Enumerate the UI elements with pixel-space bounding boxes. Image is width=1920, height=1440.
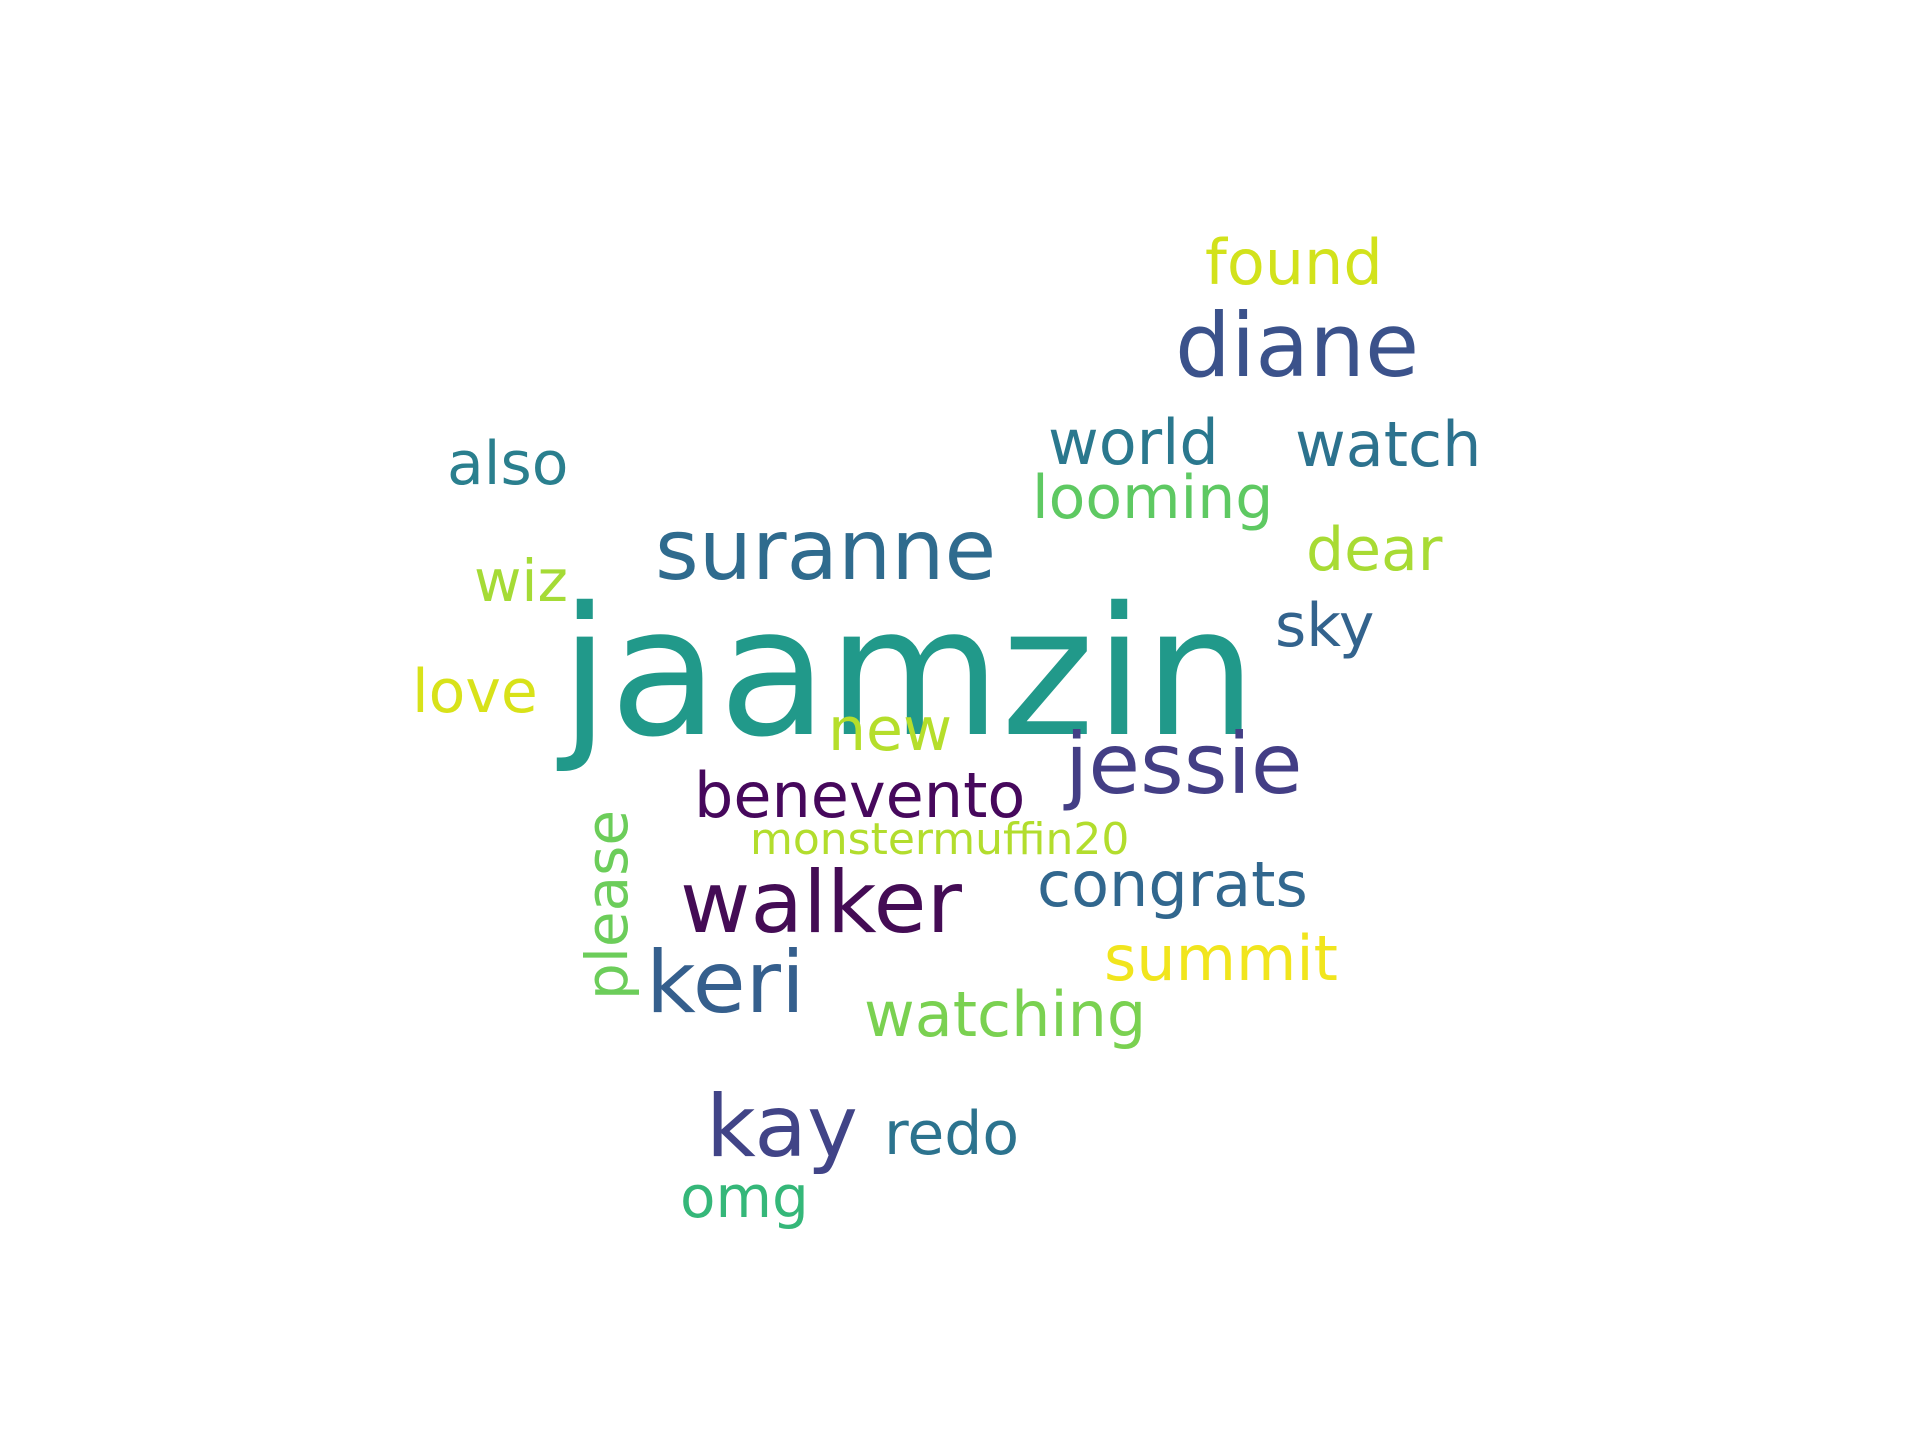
word-new: new [828, 695, 953, 765]
word-love: love [412, 657, 538, 727]
word-keri: keri [646, 933, 805, 1033]
word-suranne: suranne [655, 501, 997, 599]
word-jessie: jessie [1065, 715, 1303, 813]
word-benevento: benevento [694, 759, 1026, 832]
word-kay: kay [706, 1077, 858, 1177]
word-looming: looming [1032, 463, 1274, 533]
word-diane: diane [1175, 294, 1420, 397]
word-also: also [447, 429, 569, 499]
word-monstermuffin20: monstermuffin20 [750, 814, 1130, 865]
word-wiz: wiz [474, 547, 568, 615]
word-world: world [1048, 406, 1219, 479]
word-dear: dear [1306, 515, 1443, 585]
word-watching: watching [864, 978, 1147, 1051]
word-omg: omg [680, 1163, 809, 1231]
word-sky: sky [1275, 591, 1375, 661]
word-watch: watch [1295, 408, 1482, 481]
word-walker: walker [680, 853, 962, 953]
word-congrats: congrats [1037, 848, 1308, 921]
word-please: please [573, 809, 641, 1000]
word-summit: summit [1104, 922, 1338, 995]
word-found: found [1205, 226, 1383, 299]
word-jaamzin: jaamzin [560, 569, 1257, 776]
word-redo: redo [884, 1099, 1020, 1169]
